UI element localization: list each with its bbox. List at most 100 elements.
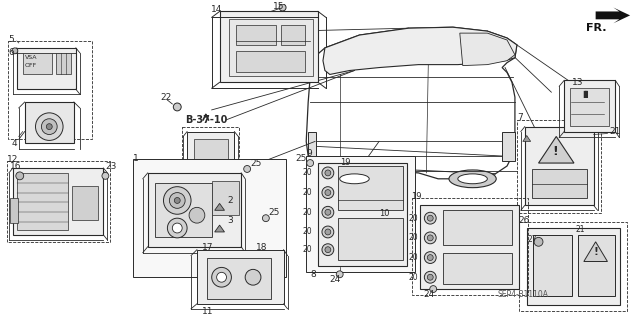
Text: FR.: FR. xyxy=(586,23,606,33)
Bar xyxy=(207,257,271,299)
Bar xyxy=(280,25,305,45)
Circle shape xyxy=(428,255,433,261)
Text: 16: 16 xyxy=(10,161,21,171)
Text: 25: 25 xyxy=(269,208,280,217)
Bar xyxy=(570,88,609,126)
Bar xyxy=(25,102,74,143)
Text: 8: 8 xyxy=(310,270,316,279)
Text: 13: 13 xyxy=(572,78,584,87)
Text: 11: 11 xyxy=(202,307,213,316)
Text: 20: 20 xyxy=(408,253,418,262)
Circle shape xyxy=(163,187,191,214)
Circle shape xyxy=(244,166,251,172)
Text: 18: 18 xyxy=(256,243,268,252)
Circle shape xyxy=(424,271,436,283)
Ellipse shape xyxy=(449,170,496,188)
Bar xyxy=(517,120,600,213)
Bar xyxy=(306,156,415,272)
Text: !: ! xyxy=(552,145,558,158)
Bar xyxy=(420,205,519,289)
Bar xyxy=(17,173,68,230)
Circle shape xyxy=(245,269,261,285)
Circle shape xyxy=(262,215,269,222)
Text: 24: 24 xyxy=(330,275,341,284)
Circle shape xyxy=(428,274,433,280)
Text: 3: 3 xyxy=(227,216,233,225)
Circle shape xyxy=(325,170,331,176)
Circle shape xyxy=(307,160,314,167)
Bar xyxy=(308,131,316,161)
Ellipse shape xyxy=(331,170,378,188)
Bar xyxy=(7,161,110,242)
Text: OFF: OFF xyxy=(25,63,37,68)
Bar xyxy=(338,218,403,260)
Circle shape xyxy=(174,197,180,204)
Text: 20: 20 xyxy=(408,273,418,282)
Text: 12: 12 xyxy=(7,155,19,164)
Circle shape xyxy=(325,247,331,253)
Bar xyxy=(502,131,515,161)
Bar xyxy=(519,222,627,311)
Circle shape xyxy=(173,103,181,111)
Circle shape xyxy=(102,172,109,179)
Bar xyxy=(17,48,76,89)
Text: 10: 10 xyxy=(379,209,390,218)
Text: VSA: VSA xyxy=(25,55,37,60)
Polygon shape xyxy=(306,27,517,179)
Bar xyxy=(197,250,284,304)
Bar xyxy=(22,53,52,74)
Bar xyxy=(527,228,620,305)
Circle shape xyxy=(325,209,331,215)
Circle shape xyxy=(216,272,227,282)
Text: 7: 7 xyxy=(517,113,523,122)
Bar xyxy=(412,198,528,295)
Text: 14: 14 xyxy=(211,5,222,14)
Bar xyxy=(133,159,285,277)
Circle shape xyxy=(12,48,18,54)
Bar xyxy=(212,181,239,215)
Bar xyxy=(187,131,234,183)
Bar xyxy=(532,169,587,198)
Bar xyxy=(148,173,241,247)
Bar xyxy=(443,253,512,284)
Circle shape xyxy=(325,189,331,196)
Text: 1: 1 xyxy=(133,154,139,163)
Circle shape xyxy=(172,223,182,233)
Polygon shape xyxy=(214,204,225,210)
Circle shape xyxy=(168,218,187,238)
Text: ▐▌: ▐▌ xyxy=(580,91,591,98)
Circle shape xyxy=(189,207,205,223)
Text: 19: 19 xyxy=(412,192,422,201)
Polygon shape xyxy=(538,137,574,163)
Ellipse shape xyxy=(340,174,369,184)
Bar xyxy=(525,127,594,205)
Bar xyxy=(236,25,276,45)
Bar xyxy=(229,19,313,77)
Circle shape xyxy=(42,119,57,135)
Text: 26: 26 xyxy=(519,216,530,225)
Text: 6: 6 xyxy=(8,48,13,57)
Text: 19: 19 xyxy=(340,158,350,167)
Bar xyxy=(194,139,228,174)
Polygon shape xyxy=(323,27,517,74)
Text: 25: 25 xyxy=(296,154,307,163)
Bar xyxy=(564,80,615,131)
Polygon shape xyxy=(523,136,531,141)
Circle shape xyxy=(325,229,331,235)
Circle shape xyxy=(212,267,232,287)
Text: 5: 5 xyxy=(8,34,13,43)
Ellipse shape xyxy=(458,174,487,184)
Circle shape xyxy=(322,187,334,198)
Text: 17: 17 xyxy=(202,243,213,252)
Bar xyxy=(578,235,615,296)
Circle shape xyxy=(322,206,334,218)
Circle shape xyxy=(336,271,343,278)
Text: 25: 25 xyxy=(250,159,262,167)
Bar xyxy=(338,166,403,210)
Polygon shape xyxy=(214,225,225,232)
Circle shape xyxy=(430,286,436,293)
Text: 20: 20 xyxy=(302,245,312,254)
Text: 20: 20 xyxy=(302,168,312,177)
Text: 27: 27 xyxy=(528,235,538,244)
Bar xyxy=(318,163,406,266)
